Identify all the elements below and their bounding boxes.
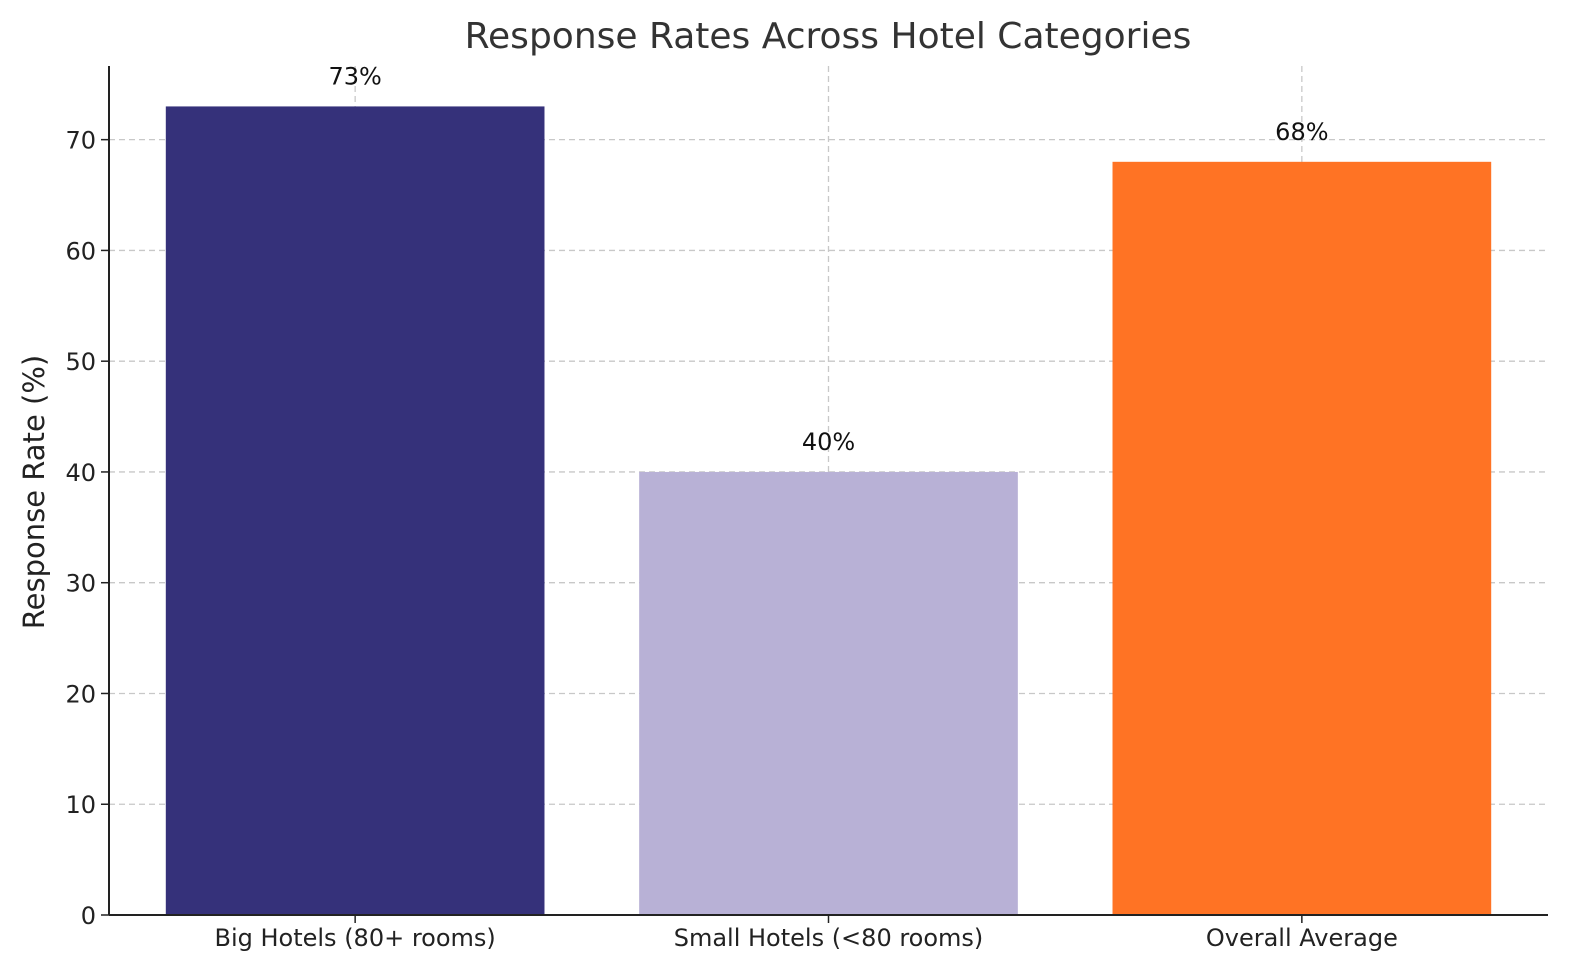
y-tick-label: 0 [81,902,96,930]
data-label: 40% [802,428,855,456]
data-label: 73% [328,62,381,90]
labels: 0 10 20 30 40 50 60 70 Big Hotels (80+ rooms) Sma… [65,62,1397,952]
data-label: 68% [1275,118,1328,146]
bar-1 [165,106,545,915]
bars [165,106,1492,915]
y-tick-label: 20 [65,680,96,708]
y-tick-label: 10 [65,791,96,819]
y-tick-label: 50 [65,348,96,376]
bar-2 [639,471,1018,915]
x-tick-label: Overall Average [1206,924,1398,952]
chart-title: Response Rates Across Hotel Categories [465,16,1192,57]
x-tick-label: Big Hotels (80+ rooms) [214,924,495,952]
axes [101,66,1548,923]
x-tick-label: Small Hotels (<80 rooms) [674,924,984,952]
y-axis-label: Response Rate (%) [17,355,51,629]
bar-3 [1112,161,1492,915]
y-tick-label: 70 [65,127,96,155]
y-tick-label: 40 [65,459,96,487]
y-tick-label: 60 [65,237,96,265]
y-tick-label: 30 [65,570,96,598]
